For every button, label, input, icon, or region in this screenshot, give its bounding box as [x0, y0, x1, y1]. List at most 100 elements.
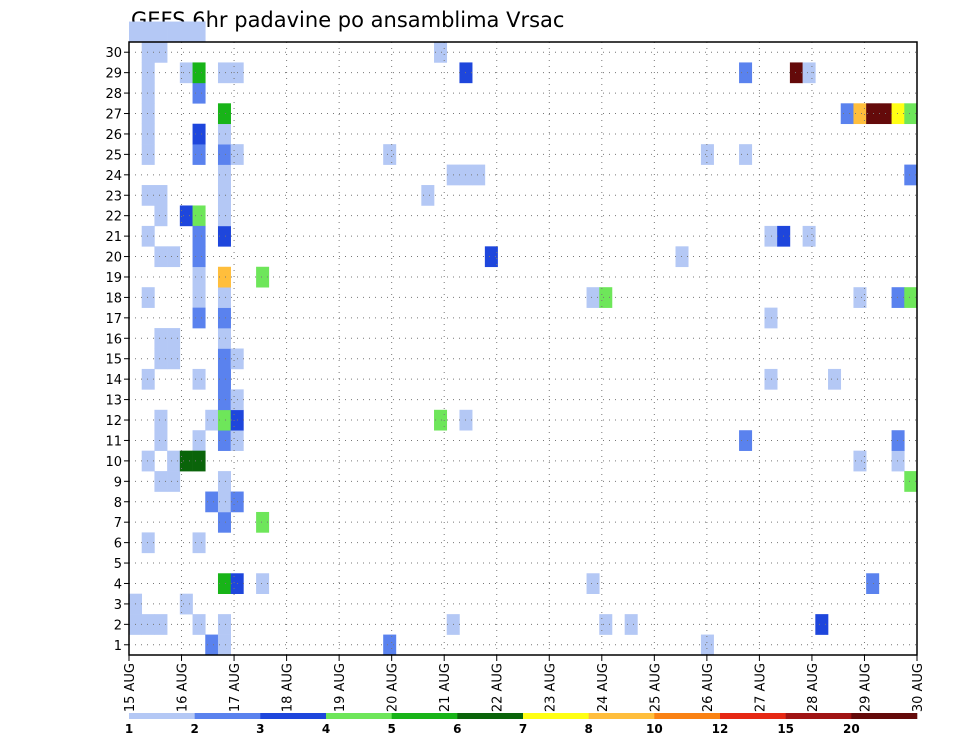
heatmap-cell — [179, 450, 193, 472]
colorbar-label: 15 — [777, 722, 794, 736]
heatmap-cell — [217, 409, 231, 431]
colorbar-swatch — [851, 713, 918, 719]
heatmap-cell — [383, 634, 397, 656]
heatmap-cell — [217, 144, 231, 165]
heatmap-cell — [179, 62, 193, 84]
heatmap-cell — [141, 21, 155, 43]
heatmap-cell — [853, 103, 867, 125]
y-tick-label: 10 — [105, 455, 122, 470]
heatmap-cell — [192, 368, 206, 390]
x-tick-label: 24 AUG — [596, 663, 611, 712]
heatmap-cell — [192, 450, 206, 472]
heatmap-cell — [700, 144, 714, 165]
heatmap-cell — [217, 471, 231, 492]
y-tick-label: 13 — [105, 394, 122, 409]
x-tick-label: 25 AUG — [648, 663, 663, 712]
heatmap-cell — [217, 103, 231, 125]
heatmap-cell — [192, 532, 206, 554]
heatmap-cell — [866, 103, 880, 125]
y-tick-label: 2 — [114, 618, 122, 633]
colorbar-label: 12 — [712, 722, 729, 736]
colorbar: 1 2 3 4 5 6 7 8 10 12 15 20 — [125, 713, 918, 736]
heatmap-cell — [141, 614, 155, 635]
x-tick-label: 26 AUG — [701, 663, 716, 712]
colorbar-swatch — [457, 713, 524, 719]
heatmap-cell — [192, 21, 206, 43]
heatmap-cell — [217, 266, 231, 288]
heatmap-cell — [599, 614, 613, 635]
x-tick-label: 20 AUG — [386, 663, 401, 712]
heatmap-cell — [192, 430, 206, 451]
heatmap-cell — [167, 246, 181, 268]
heatmap-cell — [828, 368, 842, 390]
heatmap-cell — [739, 62, 753, 84]
y-tick-label: 14 — [105, 373, 122, 388]
heatmap-cell — [700, 634, 714, 656]
heatmap-cell — [256, 266, 270, 288]
heatmap-cell — [217, 511, 231, 533]
y-axis: 1234567891011121314151617181920212223242… — [105, 46, 129, 654]
y-tick-label: 22 — [105, 210, 122, 225]
heatmap-cell — [154, 409, 168, 431]
heatmap-cell — [599, 287, 613, 308]
y-tick-label: 7 — [114, 516, 122, 531]
y-tick-label: 25 — [105, 148, 122, 163]
heatmap-cell — [217, 348, 231, 370]
y-tick-label: 24 — [105, 169, 122, 184]
heatmap-cell — [217, 573, 231, 594]
heatmap-cell — [217, 430, 231, 451]
heatmap-cell — [853, 450, 867, 472]
heatmap-cell — [421, 185, 435, 206]
colorbar-label: 3 — [256, 722, 264, 736]
colorbar-label: 1 — [125, 722, 133, 736]
colorbar-label: 4 — [322, 722, 330, 736]
heatmap-cell — [154, 614, 168, 635]
heatmap-cell — [141, 82, 155, 104]
y-tick-label: 9 — [114, 475, 122, 490]
heatmap-cell — [383, 144, 397, 165]
heatmap-cell — [154, 185, 168, 206]
heatmap-cell — [141, 532, 155, 554]
colorbar-swatch — [194, 713, 261, 719]
grid-layer — [129, 42, 917, 655]
y-tick-label: 1 — [114, 639, 122, 654]
y-tick-label: 23 — [105, 189, 122, 204]
y-tick-label: 18 — [105, 291, 122, 306]
heatmap-cell — [154, 42, 168, 63]
heatmap-cell — [739, 430, 753, 451]
y-tick-label: 19 — [105, 271, 122, 286]
heatmap-cell — [891, 287, 905, 308]
y-tick-label: 8 — [114, 496, 122, 511]
heatmap-cell — [179, 205, 193, 227]
heatmap-cell — [141, 144, 155, 165]
heatmap-cell — [891, 103, 905, 125]
y-tick-label: 17 — [105, 312, 122, 327]
heatmap-cell — [217, 307, 231, 329]
heatmap-cell — [256, 511, 270, 533]
heatmap-cell — [141, 62, 155, 84]
y-tick-label: 12 — [105, 414, 122, 429]
colorbar-swatch — [523, 713, 589, 719]
heatmap-cell — [217, 287, 231, 308]
heatmap-cell — [154, 471, 168, 492]
heatmap-cell — [141, 287, 155, 308]
heatmap-cell — [472, 164, 486, 186]
heatmap-cell — [141, 450, 155, 472]
heatmap-cell — [179, 21, 193, 43]
y-tick-label: 5 — [114, 557, 122, 572]
y-tick-label: 3 — [114, 598, 122, 613]
x-tick-label: 27 AUG — [753, 663, 768, 712]
heatmap-cell — [141, 225, 155, 247]
colorbar-label: 2 — [190, 722, 198, 736]
x-tick-label: 19 AUG — [333, 663, 348, 712]
cells-layer — [129, 21, 918, 656]
heatmap-cell — [167, 328, 181, 349]
heatmap-cell — [217, 328, 231, 349]
heatmap-cell — [586, 573, 600, 594]
heatmap-cell — [891, 450, 905, 472]
heatmap-cell — [192, 144, 206, 165]
heatmap-cell — [904, 103, 918, 125]
heatmap-cell — [866, 573, 880, 594]
heatmap-cell — [484, 246, 498, 268]
heatmap-cell — [624, 614, 638, 635]
